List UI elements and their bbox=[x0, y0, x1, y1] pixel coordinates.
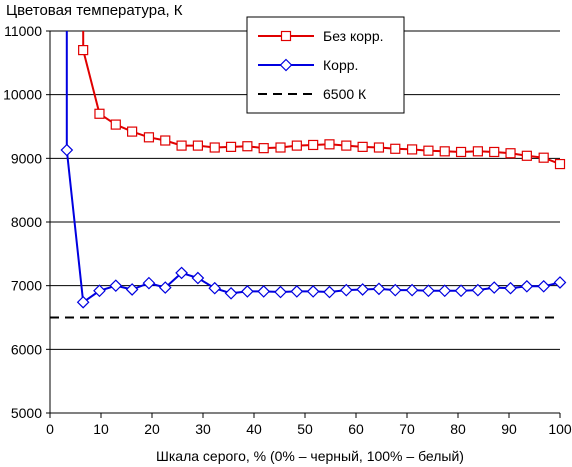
y-tick-label: 6000 bbox=[11, 341, 42, 357]
data-point bbox=[192, 140, 203, 151]
data-point bbox=[158, 281, 172, 294]
legend-marker bbox=[279, 58, 293, 72]
data-point bbox=[60, 143, 74, 157]
data-point bbox=[242, 141, 253, 152]
data-point bbox=[225, 141, 237, 152]
data-point bbox=[341, 140, 352, 151]
x-tick-labels: 0 10 20 30 40 50 60 70 80 90 100 bbox=[46, 421, 572, 437]
legend-label: Без корр. bbox=[323, 28, 384, 44]
data-point bbox=[208, 281, 222, 295]
y-tick-label: 8000 bbox=[11, 214, 42, 230]
data-point bbox=[356, 283, 369, 296]
data-point bbox=[143, 132, 155, 143]
data-point bbox=[209, 142, 220, 153]
y-tick-label: 11000 bbox=[4, 23, 42, 39]
data-point bbox=[438, 284, 452, 298]
data-point bbox=[175, 266, 188, 280]
data-point bbox=[373, 142, 385, 153]
data-point bbox=[487, 281, 501, 294]
y-tick-label: 10000 bbox=[3, 87, 42, 103]
data-point bbox=[274, 285, 287, 299]
legend-label: 6500 К bbox=[323, 86, 367, 102]
data-point bbox=[537, 279, 551, 293]
data-point bbox=[423, 145, 434, 156]
data-point bbox=[160, 135, 171, 146]
x-tick-label: 60 bbox=[348, 421, 364, 437]
data-point bbox=[78, 44, 89, 56]
data-point bbox=[323, 285, 336, 299]
data-point bbox=[407, 144, 418, 155]
data-point bbox=[142, 276, 156, 290]
data-point bbox=[176, 140, 187, 151]
data-point bbox=[110, 119, 121, 130]
data-point bbox=[388, 283, 402, 297]
data-point bbox=[472, 146, 483, 157]
data-point bbox=[471, 283, 485, 297]
data-point bbox=[405, 283, 419, 297]
data-point bbox=[454, 284, 468, 298]
x-tick-label: 50 bbox=[297, 421, 313, 437]
data-point bbox=[191, 271, 205, 285]
legend: Без корр. Корр. 6500 К bbox=[246, 16, 405, 114]
data-point bbox=[127, 126, 138, 137]
series-1 bbox=[78, 31, 566, 170]
x-tick-label: 30 bbox=[195, 421, 211, 437]
legend-marker bbox=[280, 30, 292, 42]
data-point bbox=[241, 285, 254, 298]
data-point bbox=[489, 146, 500, 158]
axes bbox=[46, 30, 561, 418]
x-tick-label: 0 bbox=[46, 421, 54, 437]
data-point bbox=[257, 285, 271, 298]
data-point bbox=[372, 282, 386, 296]
data-point bbox=[306, 285, 320, 298]
y-tick-labels: 5000 6000 7000 8000 9000 10000 11000 bbox=[3, 23, 42, 421]
data-point bbox=[76, 295, 90, 309]
y-tick-label: 9000 bbox=[11, 150, 42, 166]
data-point bbox=[455, 146, 467, 158]
x-tick-label: 20 bbox=[144, 421, 160, 437]
data-point bbox=[357, 141, 368, 152]
x-tick-label: 90 bbox=[501, 421, 517, 437]
data-point bbox=[520, 279, 534, 293]
chart-title: Цветовая температура, К bbox=[6, 2, 183, 19]
x-tick-label: 40 bbox=[246, 421, 262, 437]
data-point bbox=[290, 285, 304, 298]
data-point bbox=[504, 281, 517, 295]
data-point bbox=[553, 276, 567, 289]
x-axis-label: Шкала серого, % (0% – черный, 100% – бел… bbox=[156, 448, 464, 464]
data-point bbox=[125, 283, 139, 296]
x-tick-label: 10 bbox=[93, 421, 109, 437]
data-point bbox=[538, 152, 549, 163]
data-point bbox=[291, 140, 302, 151]
data-point bbox=[275, 142, 286, 153]
data-point bbox=[521, 150, 532, 161]
x-tick-label: 100 bbox=[548, 421, 572, 437]
data-point bbox=[390, 143, 401, 154]
data-point bbox=[554, 158, 566, 170]
data-point bbox=[109, 279, 123, 293]
legend-label: Корр. bbox=[323, 57, 358, 73]
x-tick-label: 70 bbox=[399, 421, 415, 437]
series-layer bbox=[50, 31, 567, 319]
data-point bbox=[224, 286, 238, 300]
data-point bbox=[439, 146, 450, 157]
data-point bbox=[308, 139, 319, 151]
data-point bbox=[258, 143, 269, 154]
data-point bbox=[505, 148, 516, 159]
y-tick-label: 7000 bbox=[11, 278, 42, 294]
data-point bbox=[422, 284, 435, 298]
x-tick-label: 80 bbox=[450, 421, 466, 437]
data-point bbox=[324, 139, 335, 150]
data-point bbox=[339, 283, 353, 297]
data-point bbox=[93, 284, 106, 298]
y-tick-label: 5000 bbox=[11, 405, 42, 421]
data-point bbox=[94, 108, 105, 119]
series-2 bbox=[60, 31, 567, 309]
